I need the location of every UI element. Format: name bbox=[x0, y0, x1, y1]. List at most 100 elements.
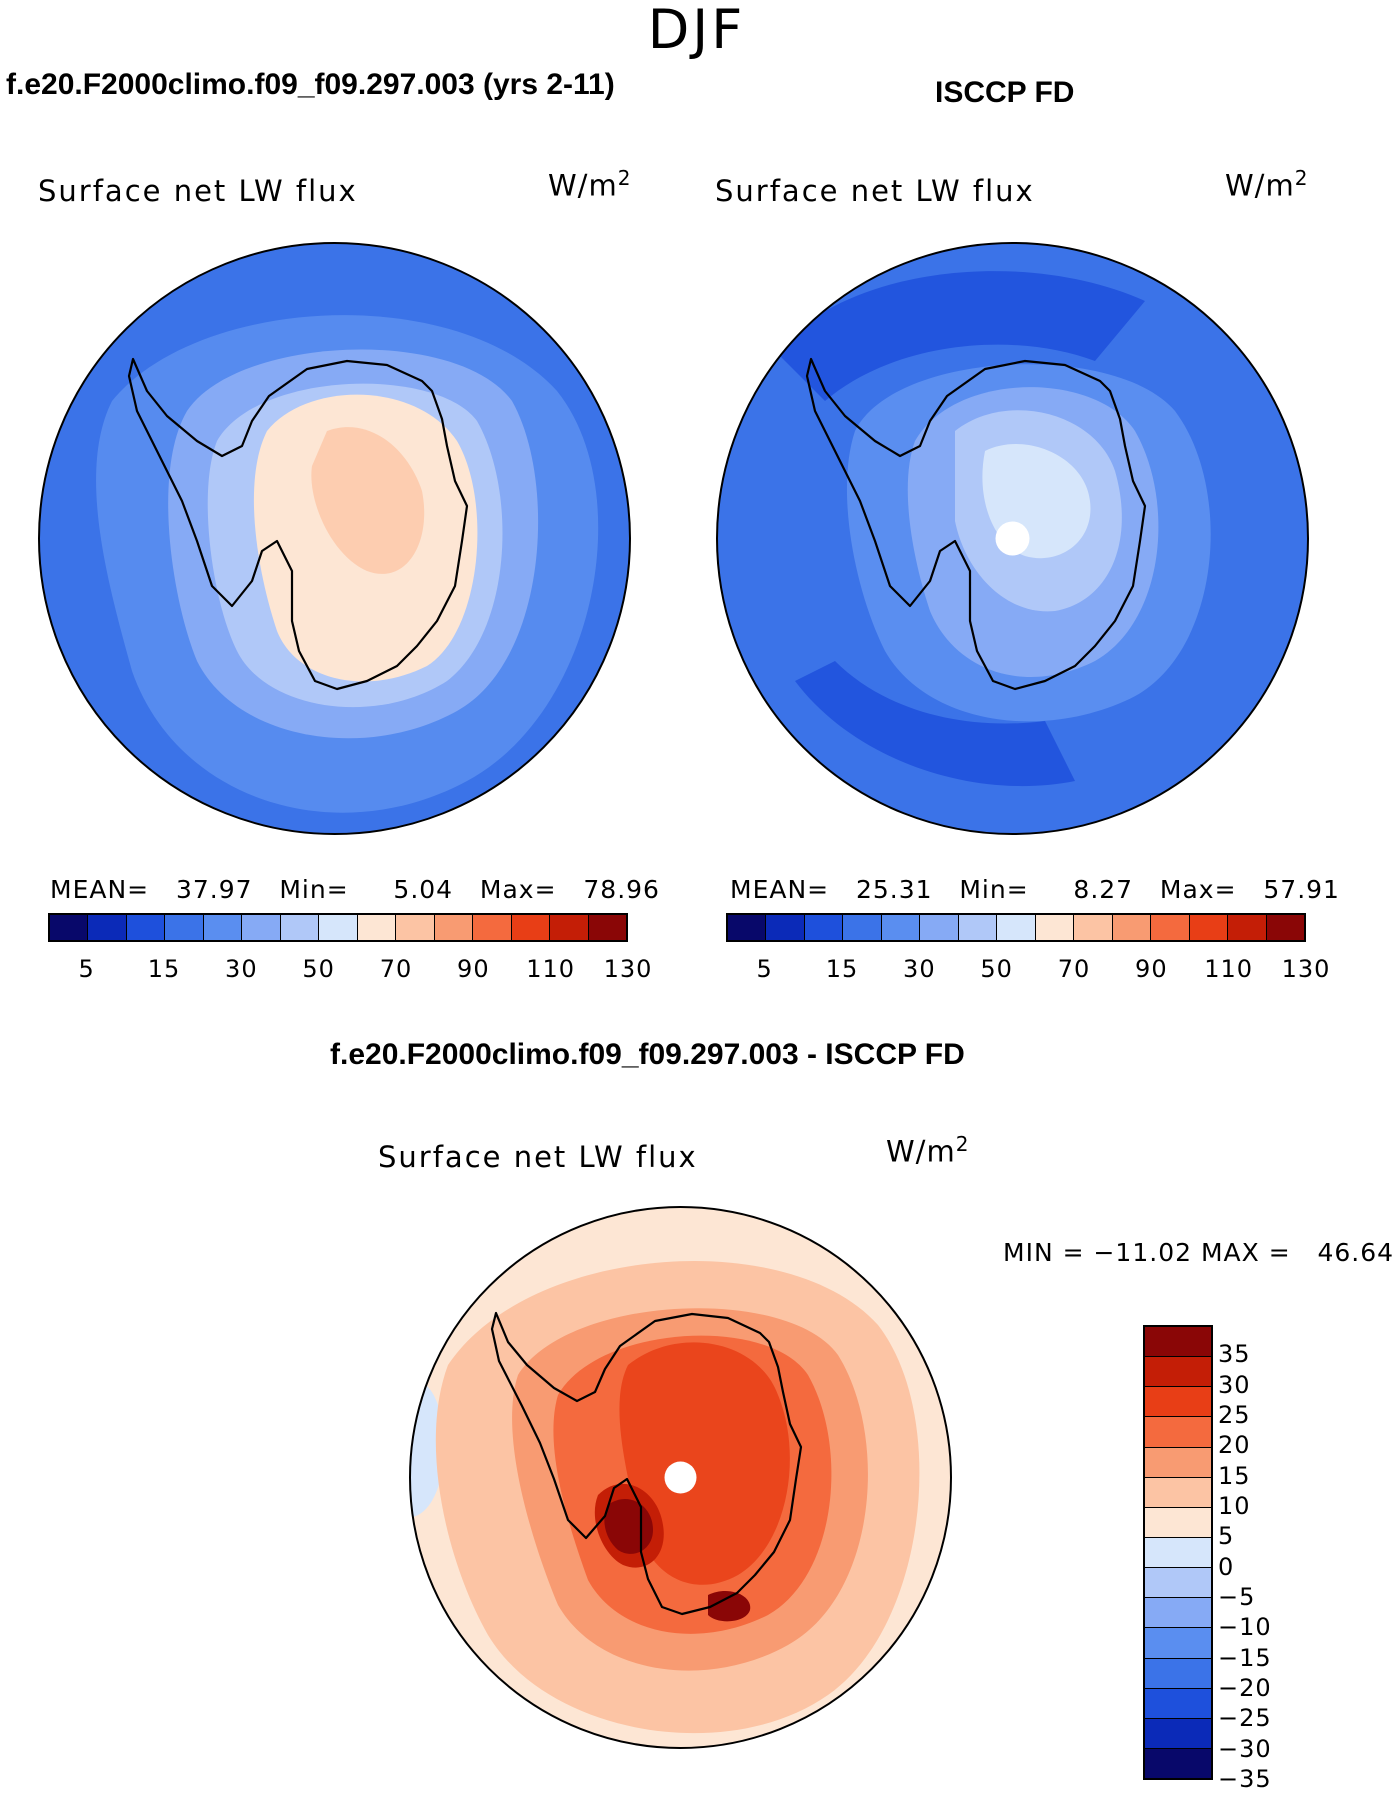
colorbar-swatch bbox=[88, 915, 127, 940]
colorbar-tick-label: 90 bbox=[1135, 955, 1168, 983]
colorbar-swatch bbox=[1145, 1658, 1211, 1689]
colorbar-level-label: −5 bbox=[1218, 1582, 1256, 1611]
model-core-zone bbox=[311, 427, 425, 574]
obs-units-exponent: 2 bbox=[1294, 166, 1309, 190]
colorbar-swatch bbox=[920, 915, 959, 940]
diff-units-exponent: 2 bbox=[955, 1132, 970, 1156]
colorbar-tick-label: 130 bbox=[603, 955, 653, 983]
colorbar-swatch bbox=[280, 915, 320, 940]
colorbar-swatch bbox=[1145, 1417, 1211, 1448]
colorbar-swatch bbox=[1112, 915, 1152, 940]
diff-polar-map bbox=[409, 1206, 952, 1749]
colorbar-level-label: 0 bbox=[1218, 1552, 1235, 1581]
colorbar-swatch bbox=[881, 915, 921, 940]
colorbar-level-label: −30 bbox=[1218, 1734, 1272, 1763]
diff-stats: MIN = −11.02 MAX = 46.64 bbox=[1003, 1238, 1393, 1267]
diff-panel-title: f.e20.F2000climo.f09_f09.297.003 - ISCCP… bbox=[330, 1038, 965, 1071]
colorbar-level-label: 5 bbox=[1218, 1522, 1235, 1551]
colorbar-tick-label: 5 bbox=[756, 955, 773, 983]
colorbar-swatch bbox=[50, 915, 89, 940]
colorbar-swatch bbox=[588, 915, 627, 940]
colorbar-tick-label: 130 bbox=[1281, 955, 1331, 983]
colorbar-level-label: −35 bbox=[1218, 1764, 1272, 1793]
colorbar-level-label: −25 bbox=[1218, 1704, 1272, 1733]
colorbar-swatch bbox=[242, 915, 281, 940]
colorbar-tick-label: 30 bbox=[225, 955, 258, 983]
season-title: DJF bbox=[647, 0, 746, 61]
obs-panel-title: ISCCP FD bbox=[935, 76, 1075, 109]
colorbar-swatch bbox=[1035, 915, 1075, 940]
colorbar-swatch bbox=[997, 915, 1036, 940]
colorbar-level-label: 30 bbox=[1218, 1370, 1251, 1399]
obs-units-base: W/m bbox=[1225, 168, 1295, 203]
obs-units-label: W/m2 bbox=[1225, 166, 1308, 203]
colorbar-swatch bbox=[1145, 1387, 1211, 1418]
diff-variable-label: Surface net LW flux bbox=[378, 1140, 698, 1174]
colorbar-level-label: 15 bbox=[1218, 1461, 1251, 1490]
colorbar-tick-label: 70 bbox=[1057, 955, 1091, 983]
colorbar-tick-label: 90 bbox=[457, 955, 490, 983]
diff-units-base: W/m bbox=[886, 1134, 956, 1169]
diff-peak-patch-2 bbox=[708, 1590, 751, 1622]
obs-variable-label: Surface net LW flux bbox=[715, 174, 1035, 208]
colorbar-level-label: 20 bbox=[1218, 1431, 1251, 1460]
colorbar-tick-label: 110 bbox=[1204, 955, 1254, 983]
colorbar-swatch bbox=[766, 915, 805, 940]
colorbar-swatch bbox=[1266, 915, 1305, 940]
model-coastline bbox=[127, 357, 469, 691]
diff-units-label: W/m2 bbox=[886, 1132, 969, 1169]
colorbar-swatch bbox=[1145, 1568, 1211, 1599]
colorbar-swatch bbox=[203, 915, 243, 940]
colorbar-swatch bbox=[1145, 1748, 1211, 1779]
colorbar-swatch bbox=[550, 915, 589, 940]
colorbar-level-label: 10 bbox=[1218, 1491, 1251, 1520]
colorbar-swatch bbox=[1145, 1628, 1211, 1659]
model-colorbar bbox=[48, 913, 628, 942]
colorbar-swatch bbox=[1074, 915, 1113, 940]
colorbar-swatch bbox=[1228, 915, 1267, 940]
obs-pole-hole bbox=[995, 521, 1030, 556]
colorbar-swatch bbox=[728, 915, 767, 940]
model-units-label: W/m2 bbox=[548, 166, 631, 203]
obs-stats: MEAN= 25.31 Min= 8.27 Max= 57.91 bbox=[730, 875, 1340, 904]
colorbar-swatch bbox=[1145, 1447, 1211, 1478]
obs-dark-band-south bbox=[795, 661, 1075, 787]
colorbar-tick-label: 15 bbox=[147, 955, 181, 983]
colorbar-tick-label: 30 bbox=[903, 955, 936, 983]
colorbar-swatch bbox=[1145, 1688, 1211, 1719]
colorbar-swatch bbox=[511, 915, 551, 940]
colorbar-level-label: 35 bbox=[1218, 1340, 1251, 1369]
colorbar-level-label: −15 bbox=[1218, 1643, 1272, 1672]
colorbar-swatch bbox=[1145, 1598, 1211, 1629]
colorbar-tick-label: 50 bbox=[302, 955, 335, 983]
colorbar-swatch bbox=[1189, 915, 1229, 940]
diff-negative-patch bbox=[410, 1379, 444, 1518]
colorbar-tick-label: 50 bbox=[980, 955, 1013, 983]
colorbar-swatch bbox=[1145, 1357, 1211, 1388]
colorbar-swatch bbox=[319, 915, 358, 940]
obs-polar-map bbox=[716, 242, 1309, 835]
colorbar-swatch bbox=[1145, 1507, 1211, 1538]
model-units-exponent: 2 bbox=[617, 166, 632, 190]
model-panel-title: f.e20.F2000climo.f09_f09.297.003 (yrs 2-… bbox=[6, 68, 615, 101]
colorbar-swatch bbox=[434, 915, 474, 940]
colorbar-swatch bbox=[126, 915, 166, 940]
colorbar-swatch bbox=[843, 915, 882, 940]
colorbar-tick-label: 15 bbox=[825, 955, 859, 983]
model-variable-label: Surface net LW flux bbox=[38, 174, 358, 208]
colorbar-swatch bbox=[1145, 1477, 1211, 1508]
obs-colorbar bbox=[726, 913, 1306, 942]
colorbar-swatch bbox=[804, 915, 844, 940]
obs-coastline bbox=[805, 357, 1147, 691]
colorbar-swatch bbox=[958, 915, 998, 940]
model-stats: MEAN= 37.97 Min= 5.04 Max= 78.96 bbox=[50, 875, 660, 904]
colorbar-tick-label: 70 bbox=[379, 955, 413, 983]
diff-pole-hole bbox=[664, 1461, 697, 1494]
obs-dark-band-north bbox=[775, 271, 1145, 401]
colorbar-level-label: 25 bbox=[1218, 1400, 1251, 1429]
diff-coastline bbox=[490, 1311, 803, 1616]
colorbar-swatch bbox=[1151, 915, 1190, 940]
colorbar-level-label: −10 bbox=[1218, 1613, 1272, 1642]
colorbar-swatch bbox=[165, 915, 204, 940]
colorbar-tick-label: 5 bbox=[78, 955, 95, 983]
